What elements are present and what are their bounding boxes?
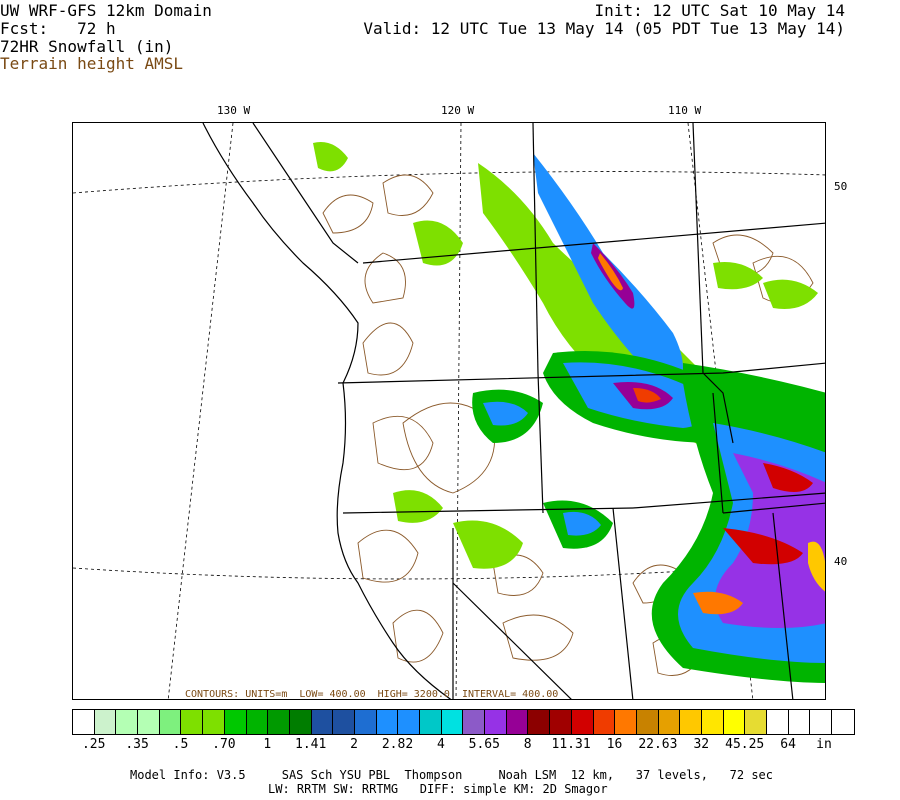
colorbar-tick-label: .35 [125,737,149,752]
lat-label-50: 50 [834,180,848,193]
lon-label-130w: 130 W [217,104,251,117]
colorbar [72,709,855,735]
colorbar-tick-label: 32 [693,737,710,752]
colorbar-tick-label: .5 [172,737,189,752]
lat-line-50 [73,171,825,194]
colorbar-swatch [701,710,724,734]
colorbar-swatch [571,710,594,734]
contour-info: CONTOURS: UNITS=m LOW= 400.00 HIGH= 3200… [185,689,559,700]
colorbar-tick-label: 5.65 [468,737,500,752]
colorbar-swatch [658,710,681,734]
colorbar-swatch [615,710,637,734]
colorbar-units: in [816,737,832,752]
colorbar-swatch [289,710,312,734]
colorbar-tick-label: 11.31 [551,737,591,752]
colorbar-swatch [376,710,399,734]
colorbar-swatch [832,710,854,734]
map-canvas [73,123,825,699]
init-time: Init: 12 UTC Sat 10 May 14 [594,1,845,20]
colorbar-swatch [268,710,290,734]
colorbar-tick-label: 8 [523,737,532,752]
colorbar-tick-label: 4 [436,737,445,752]
snowfall-shading [313,142,825,683]
colorbar-swatch [181,710,204,734]
colorbar-swatch [354,710,377,734]
valid-time: Valid: 12 UTC Tue 13 May 14 (05 PDT Tue … [363,19,845,38]
colorbar-swatch [788,710,811,734]
colorbar-swatch [159,710,182,734]
colorbar-swatch [550,710,572,734]
forecast-hour: Fcst: 72 h [0,19,116,38]
lon-label-120w: 120 W [441,104,475,117]
colorbar-swatch [333,710,355,734]
lon-line-120 [455,123,462,699]
model-info-line2: LW: RRTM SW: RRTMG DIFF: simple KM: 2D S… [268,782,608,796]
colorbar-tick-label: 22.63 [638,737,678,752]
colorbar-swatch [73,710,95,734]
colorbar-swatch [463,710,486,734]
colorbar-tick-label: 1 [263,737,272,752]
snowfall-map: CONTOURS: UNITS=m LOW= 400.00 HIGH= 3200… [72,122,826,700]
lat-label-40: 40 [834,555,848,568]
lon-line-130 [167,123,234,699]
model-title: UW WRF-GFS 12km Domain [0,1,212,20]
colorbar-swatch [680,710,702,734]
colorbar-tick-label: 45.25 [725,737,765,752]
field-title: 72HR Snowfall (in) [0,37,174,56]
colorbar-tick-label: 1.41 [295,737,327,752]
colorbar-tick-label: 64 [780,737,796,752]
colorbar-swatch [94,710,117,734]
colorbar-swatch [441,710,464,734]
colorbar-swatch [398,710,420,734]
colorbar-swatch [528,710,551,734]
colorbar-tick-label: 2 [350,737,359,752]
colorbar-swatch [203,710,225,734]
colorbar-swatch [485,710,507,734]
colorbar-tick-label: 2.82 [381,737,414,752]
coastline-borders [202,123,825,699]
lon-label-110w: 110 W [668,104,702,117]
colorbar-swatch [810,710,833,734]
colorbar-tick-label: 16 [606,737,623,752]
colorbar-swatch [745,710,767,734]
colorbar-swatch [224,710,247,734]
colorbar-swatch [138,710,160,734]
colorbar-swatch [636,710,659,734]
colorbar-swatch [246,710,269,734]
colorbar-swatch [767,710,789,734]
colorbar-swatch [723,710,746,734]
colorbar-swatch [116,710,139,734]
colorbar-swatch [506,710,529,734]
colorbar-tick-label: .70 [212,737,236,752]
lat-line-40 [73,560,825,580]
model-info-line1: Model Info: V3.5 SAS Sch YSU PBL Thompso… [130,768,773,782]
colorbar-swatch [311,710,334,734]
terrain-title: Terrain height AMSL [0,54,184,73]
colorbar-swatch [593,710,616,734]
colorbar-swatch [420,710,442,734]
colorbar-tick-label: .25 [81,737,106,752]
